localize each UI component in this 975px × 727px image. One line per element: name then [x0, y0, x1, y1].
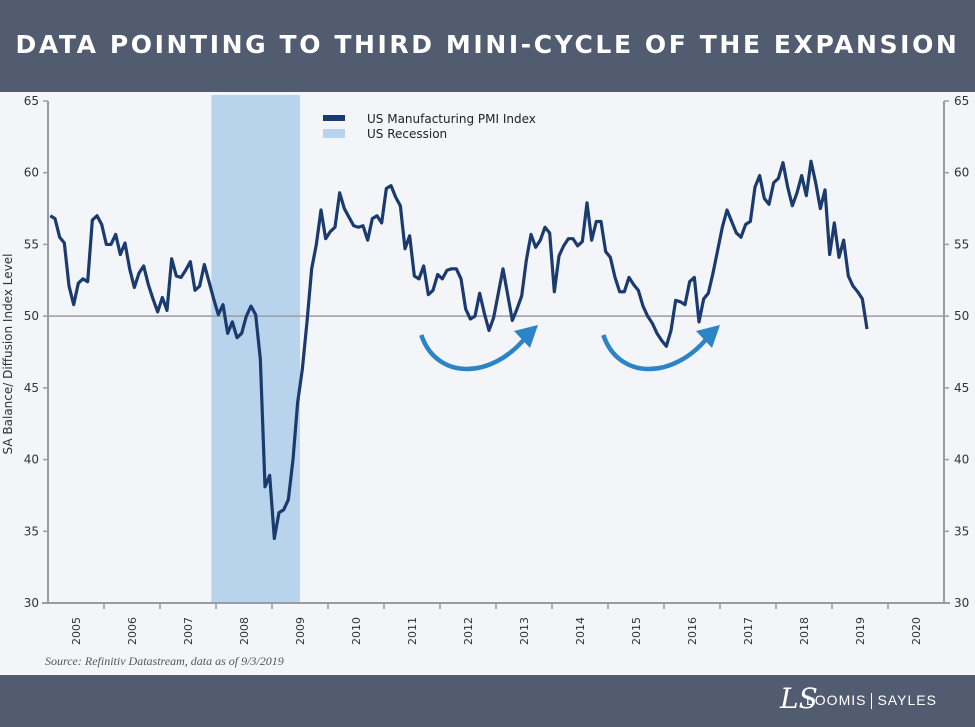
x-tick-label: 2017 [742, 617, 755, 645]
loomis-sayles-logo-mark: LS [780, 682, 818, 715]
y-tick-label-left: 30 [24, 596, 39, 610]
legend-swatch-recession [323, 129, 345, 138]
pmi-series-line [49, 159, 869, 541]
legend: US Manufacturing PMI Index US Recession [323, 112, 536, 141]
y-tick-label-right: 35 [954, 524, 969, 538]
y-tick-label-left: 45 [24, 381, 39, 395]
x-tick-label: 2005 [70, 617, 83, 645]
cycle-arrow-1 [419, 334, 528, 372]
y-tick-label-left: 40 [24, 453, 39, 467]
header-banner: DATA POINTING TO THIRD MINI-CYCLE OF THE… [0, 0, 975, 92]
y-tick-label-left: 60 [24, 166, 39, 180]
logo-word-left: LOOMIS [806, 692, 867, 708]
cycle-arrowhead-2 [696, 325, 720, 348]
x-tick-label: 2019 [854, 617, 867, 645]
x-tick-label: 2006 [126, 617, 139, 645]
footer-banner [0, 675, 975, 727]
y-tick-label-right: 55 [954, 237, 969, 251]
x-tick-label: 2008 [238, 617, 251, 645]
x-tick-label: 2016 [686, 617, 699, 645]
x-tick-label: 2010 [350, 617, 363, 645]
y-axis-label: SA Balance/ Diffusion Index Level [1, 254, 15, 455]
x-tick-label: 2009 [294, 617, 307, 645]
chart-title: DATA POINTING TO THIRD MINI-CYCLE OF THE… [15, 30, 960, 59]
x-tick-label: 2014 [574, 617, 587, 645]
logo-divider [871, 693, 873, 710]
y-tick-label-right: 65 [954, 94, 969, 108]
x-tick-label: 2013 [518, 617, 531, 645]
y-tick-label-right: 30 [954, 596, 969, 610]
y-tick-label-left: 50 [24, 309, 39, 323]
x-tick-label: 2007 [182, 617, 195, 645]
y-tick-label-right: 50 [954, 309, 969, 323]
logo-word-right: SAYLES [877, 692, 937, 708]
cycle-arrow-2 [601, 334, 710, 372]
loomis-sayles-logo: LOOMIS SAYLES [806, 692, 937, 710]
x-tick-label: 2011 [406, 617, 419, 645]
recession-band [211, 95, 300, 603]
cycle-arrowhead-1 [514, 325, 538, 348]
x-tick-label: 2012 [462, 617, 475, 645]
y-tick-label-right: 40 [954, 453, 969, 467]
x-tick-label: 2018 [798, 617, 811, 645]
y-tick-label-left: 35 [24, 524, 39, 538]
y-tick-label-right: 60 [954, 166, 969, 180]
x-tick-label: 2015 [630, 617, 643, 645]
source-note: Source: Refinitiv Datastream, data as of… [45, 654, 284, 668]
y-tick-label-left: 65 [24, 94, 39, 108]
legend-label-recession: US Recession [367, 127, 447, 141]
legend-swatch-pmi [323, 115, 345, 121]
x-tick-label: 2020 [910, 617, 923, 645]
y-tick-label-left: 55 [24, 237, 39, 251]
y-tick-label-right: 45 [954, 381, 969, 395]
legend-label-pmi: US Manufacturing PMI Index [367, 112, 536, 126]
